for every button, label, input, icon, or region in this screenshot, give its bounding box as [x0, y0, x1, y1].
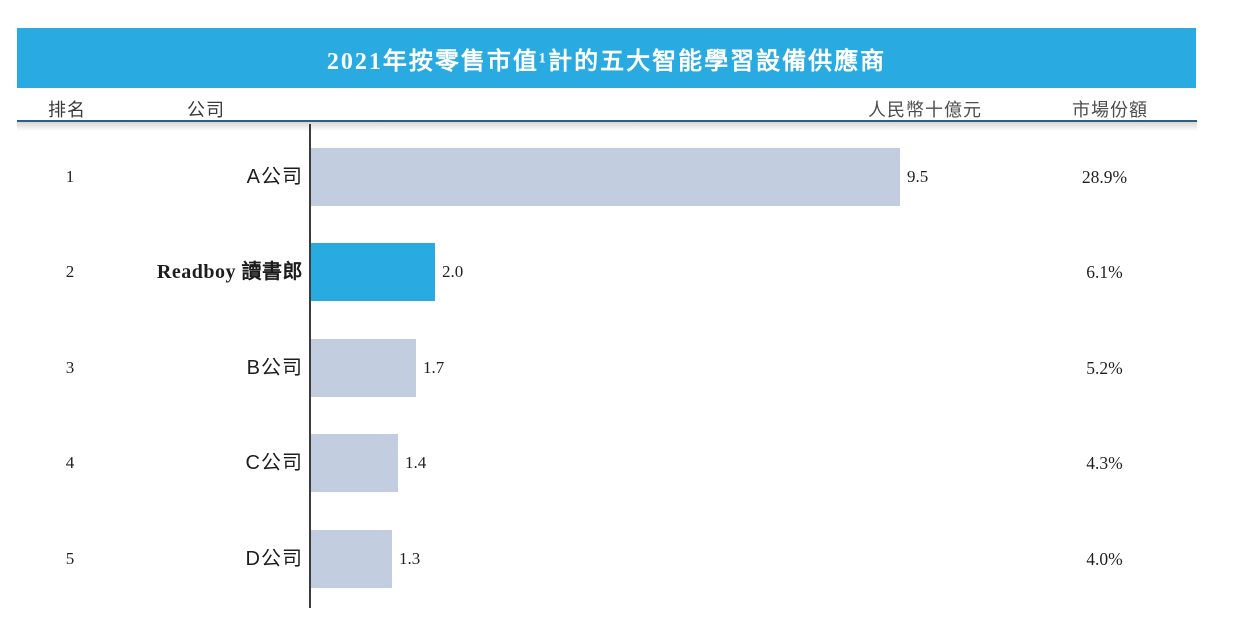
rank-label: 5 [65, 549, 75, 568]
company-label: Readboy 讀書郎 [156, 261, 303, 283]
share-label: 6.1% [1086, 262, 1123, 282]
chart-title: 2021年按零售市值¹計的五大智能學習設備供應商 [326, 48, 887, 75]
rank-label: 2 [65, 262, 75, 281]
bar [311, 434, 398, 492]
bar-row: 3 B公司 1.7 5.2% [0, 339, 1251, 397]
company-label: B公司 [246, 357, 303, 379]
bar-row: 1 A公司 9.5 28.9% [0, 148, 1251, 206]
rank-label: 4 [65, 453, 75, 472]
column-header-rank: 排名 [48, 100, 86, 120]
bar [311, 243, 435, 301]
share-label: 28.9% [1081, 167, 1128, 187]
company-label: C公司 [245, 452, 303, 474]
column-header-unit: 人民幣十億元 [868, 100, 982, 120]
share-label: 4.0% [1086, 549, 1123, 569]
bar [311, 530, 392, 588]
value-label: 1.3 [399, 549, 421, 568]
value-label: 1.4 [405, 453, 427, 472]
column-header-share: 市場份額 [1072, 100, 1148, 120]
rank-label: 1 [65, 167, 75, 186]
bar-row: 2 Readboy 讀書郎 2.0 6.1% [0, 243, 1251, 301]
value-label: 1.7 [423, 358, 445, 377]
header-rule-shadow [17, 122, 1197, 131]
rank-label: 3 [65, 358, 75, 377]
company-label: A公司 [246, 166, 303, 188]
value-label: 2.0 [442, 262, 464, 281]
share-label: 4.3% [1086, 453, 1123, 473]
column-header-company: 公司 [187, 100, 225, 120]
axis-line [309, 124, 311, 608]
bar-row: 5 D公司 1.3 4.0% [0, 530, 1251, 588]
value-label: 9.5 [907, 167, 929, 186]
bar [311, 148, 900, 206]
bar [311, 339, 416, 397]
company-label: D公司 [245, 548, 303, 570]
header-rule [17, 120, 1197, 122]
bar-row: 4 C公司 1.4 4.3% [0, 434, 1251, 492]
share-label: 5.2% [1086, 358, 1123, 378]
title-band: 2021年按零售市值¹計的五大智能學習設備供應商 [17, 28, 1196, 88]
